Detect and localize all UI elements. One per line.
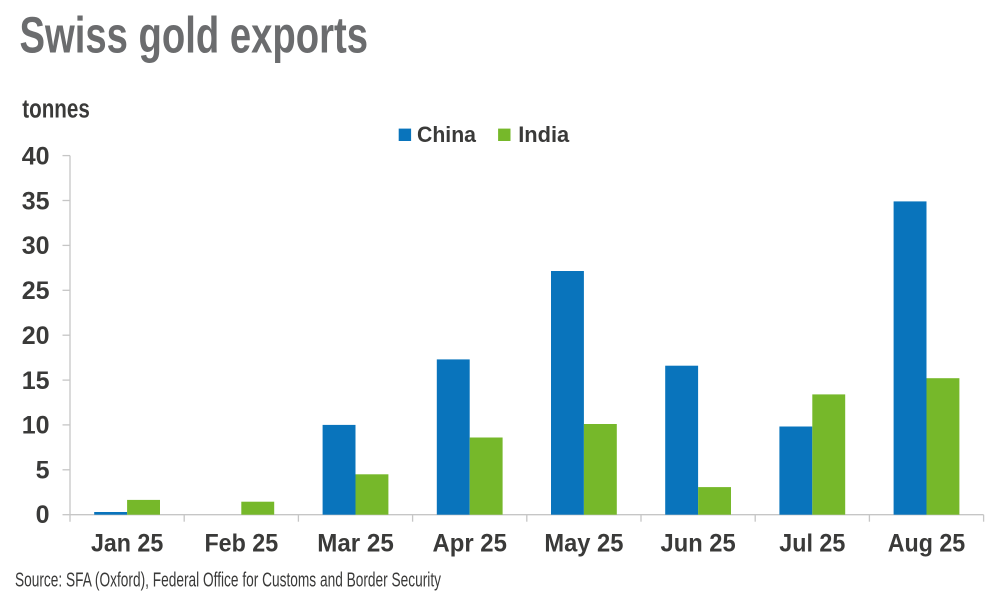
svg-text:Mar 25: Mar 25 — [317, 530, 394, 558]
svg-text:Apr 25: Apr 25 — [433, 530, 507, 558]
svg-text:10: 10 — [22, 412, 50, 440]
svg-text:25: 25 — [22, 277, 50, 305]
svg-text:15: 15 — [22, 367, 50, 395]
svg-text:India: India — [518, 122, 570, 147]
svg-text:Aug 25: Aug 25 — [888, 530, 965, 558]
svg-text:China: China — [417, 122, 477, 147]
svg-text:35: 35 — [22, 187, 50, 215]
svg-text:5: 5 — [36, 457, 50, 485]
svg-text:May 25: May 25 — [544, 530, 623, 558]
svg-text:0: 0 — [36, 501, 50, 529]
svg-text:Feb 25: Feb 25 — [204, 530, 278, 558]
svg-text:30: 30 — [22, 232, 50, 260]
svg-text:Jun 25: Jun 25 — [661, 530, 736, 558]
svg-text:Jul 25: Jul 25 — [779, 530, 845, 558]
svg-text:40: 40 — [22, 142, 50, 170]
svg-text:Swiss gold exports: Swiss gold exports — [20, 5, 369, 63]
svg-text:Source: SFA (Oxford), Federal: Source: SFA (Oxford), Federal Office for… — [15, 570, 441, 592]
svg-text:Jan 25: Jan 25 — [91, 530, 163, 558]
svg-text:tonnes: tonnes — [22, 96, 90, 124]
svg-text:20: 20 — [22, 322, 50, 350]
